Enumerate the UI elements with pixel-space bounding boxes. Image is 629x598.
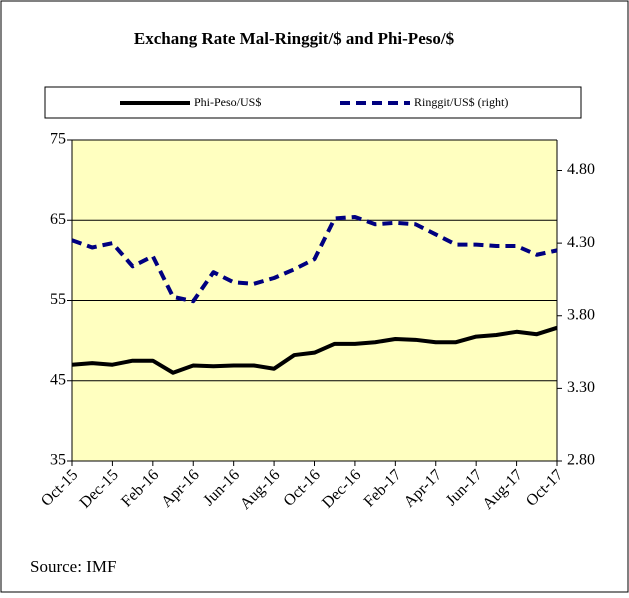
chart-title: Exchang Rate Mal-Ringgit/$ and Phi-Peso/… xyxy=(134,29,455,48)
source: Source: IMF xyxy=(30,557,116,576)
y-tick-label: 65 xyxy=(50,211,66,228)
y2-tick-label: 3.30 xyxy=(567,379,595,396)
y-tick-label: 35 xyxy=(50,452,66,469)
series-line xyxy=(71,325,558,375)
y-tick-label: 75 xyxy=(50,131,66,148)
y2-tick-label: 4.80 xyxy=(567,161,595,178)
legend-label: Ringgit/US$ (right) xyxy=(414,95,508,109)
y-tick-label: 45 xyxy=(50,371,66,388)
y2-tick-label: 4.30 xyxy=(567,234,595,251)
series-line xyxy=(71,214,558,304)
y2-tick-label: 2.80 xyxy=(567,452,595,469)
legend-label: Phi-Peso/US$ xyxy=(194,95,261,109)
y2-tick-label: 3.80 xyxy=(567,306,595,323)
y-tick-label: 55 xyxy=(50,291,66,308)
